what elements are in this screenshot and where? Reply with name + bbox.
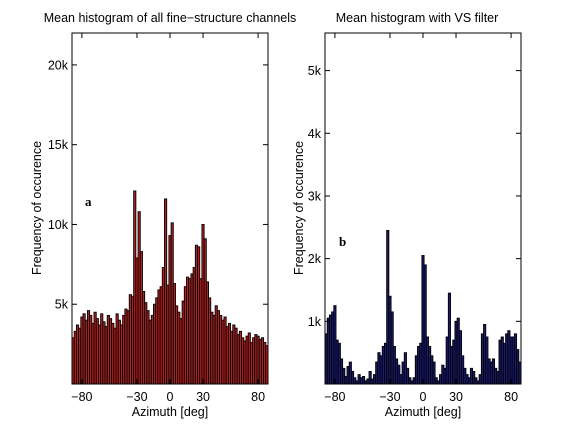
x-tick-label: 0 <box>420 390 427 404</box>
y-tick-label: 5k <box>308 64 322 78</box>
panel-b-y-ticks: 1k 2k 3k 4k 5k <box>308 64 521 329</box>
panel-b-y-axis-label: Frequency of occurence <box>292 141 306 275</box>
panel-a-x-ticks: −80 −30 0 30 80 <box>71 33 265 404</box>
panel-a-x-axis-label: Azimuth [deg] <box>132 405 208 419</box>
x-tick-label: −80 <box>324 390 345 404</box>
panel-a-y-ticks: 5k 10k 15k 20k <box>48 58 268 312</box>
y-tick-label: 5k <box>55 298 69 312</box>
panel-a-y-axis-label: Frequency of occurence <box>30 141 44 275</box>
panel-a-title: Mean histogram of all fine−structure cha… <box>44 11 297 25</box>
x-tick-label: −30 <box>126 390 147 404</box>
x-tick-label: 80 <box>504 390 518 404</box>
x-tick-label: −80 <box>71 390 92 404</box>
y-tick-label: 2k <box>308 252 322 266</box>
panel-a: Mean histogram of all fine−structure cha… <box>30 11 296 419</box>
panel-b-title: Mean histogram with VS filter <box>336 11 499 25</box>
y-tick-label: 1k <box>308 315 322 329</box>
x-tick-label: 80 <box>251 390 265 404</box>
y-tick-label: 20k <box>48 58 69 72</box>
x-tick-label: −30 <box>379 390 400 404</box>
y-tick-label: 3k <box>308 189 322 203</box>
y-tick-label: 15k <box>48 138 69 152</box>
y-tick-label: 4k <box>308 127 322 141</box>
x-tick-label: 0 <box>167 390 174 404</box>
x-tick-label: 30 <box>449 390 463 404</box>
y-tick-label: 10k <box>48 218 69 232</box>
panel-b-x-ticks: −80 −30 0 30 80 <box>324 33 518 404</box>
panel-b-x-axis-label: Azimuth [deg] <box>385 405 461 419</box>
panel-a-label: a <box>85 194 92 209</box>
panel-b-label: b <box>339 234 346 249</box>
x-tick-label: 30 <box>196 390 210 404</box>
panel-b: Mean histogram with VS filter −80 −30 0 30 8… <box>292 11 522 419</box>
